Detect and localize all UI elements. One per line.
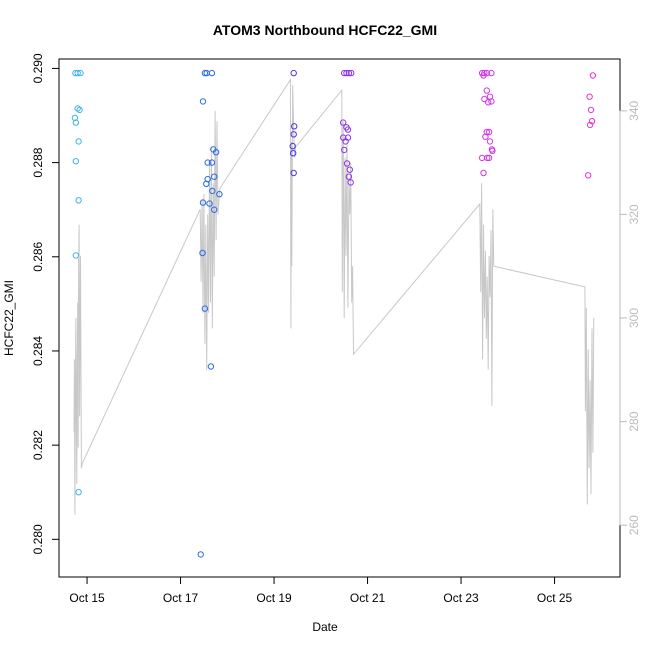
data-point xyxy=(343,69,350,77)
data-point xyxy=(290,69,297,77)
data-point xyxy=(199,249,206,257)
y-tick-label: 0.284 xyxy=(31,336,45,366)
x-tick-label: Oct 21 xyxy=(350,591,386,605)
data-point xyxy=(585,172,592,179)
data-point xyxy=(211,173,218,180)
data-point xyxy=(199,199,207,206)
data-point xyxy=(481,95,488,103)
y2-tick-label: 340 xyxy=(627,100,641,120)
data-point xyxy=(201,305,209,312)
axes: Oct 15 Oct 17 Oct 19 Oct 21 Oct 23 Oct 25 0.28… xyxy=(31,53,641,605)
y2-tick-label: 260 xyxy=(627,515,641,535)
y2-tick-label: 300 xyxy=(627,308,641,328)
data-point xyxy=(75,489,82,496)
data-point xyxy=(72,119,80,126)
y-tick-label: 0.282 xyxy=(31,430,45,460)
x-tick-label: Oct 17 xyxy=(163,591,199,605)
x-tick-label: Oct 15 xyxy=(69,591,105,605)
data-point xyxy=(77,69,84,77)
x-tick-label: Oct 19 xyxy=(256,591,292,605)
data-point xyxy=(483,87,490,94)
data-point xyxy=(290,150,297,157)
data-point xyxy=(208,69,216,77)
data-point xyxy=(343,160,351,167)
data-point xyxy=(488,69,495,77)
plot-frame xyxy=(58,58,621,578)
data-point xyxy=(290,131,297,138)
data-point xyxy=(209,187,216,195)
data-point xyxy=(480,72,487,79)
data-point xyxy=(72,158,80,165)
data-point xyxy=(211,206,218,213)
data-point xyxy=(485,128,493,136)
data-point xyxy=(586,121,594,129)
data-point xyxy=(488,98,495,105)
x-tick-label: Oct 23 xyxy=(443,591,479,605)
data-point xyxy=(588,118,596,125)
data-point xyxy=(348,69,355,77)
data-point xyxy=(197,551,204,558)
y-tick-label: 0.288 xyxy=(31,147,45,177)
data-point xyxy=(482,133,489,140)
data-point xyxy=(587,106,595,114)
y-tick-label: 0.280 xyxy=(31,524,45,554)
data-point xyxy=(206,200,213,207)
y-tick-label: 0.286 xyxy=(31,241,45,271)
data-point xyxy=(208,159,216,166)
data-point xyxy=(344,134,352,141)
data-point xyxy=(72,252,80,259)
data-point xyxy=(345,173,353,180)
data-point xyxy=(74,69,81,77)
data-point xyxy=(347,179,354,186)
data-point xyxy=(346,166,353,173)
data-point xyxy=(199,98,207,105)
data-point xyxy=(586,93,593,100)
data-point xyxy=(341,69,348,77)
chart-title: ATOM3 Northbound HCFC22_GMI xyxy=(212,22,438,38)
data-point xyxy=(290,169,297,177)
data-point xyxy=(207,363,215,370)
data-point xyxy=(216,191,223,198)
data-point xyxy=(71,114,79,122)
data-point xyxy=(76,106,83,114)
data-point xyxy=(478,154,486,162)
x-axis-label: Date xyxy=(312,620,338,634)
data-point xyxy=(75,197,82,204)
x-tick-label: Oct 25 xyxy=(537,591,573,605)
data-point xyxy=(291,123,298,130)
data-point xyxy=(480,169,487,177)
data-point xyxy=(204,159,211,166)
data-point xyxy=(344,126,352,133)
data-point xyxy=(589,72,597,79)
y-tick-label: 0.290 xyxy=(31,53,45,83)
data-point xyxy=(75,138,82,145)
data-point xyxy=(485,99,492,106)
data-point xyxy=(340,119,347,126)
data-point xyxy=(485,154,493,162)
data-point xyxy=(204,175,211,183)
y2-tick-label: 320 xyxy=(627,204,641,224)
data-point xyxy=(341,146,348,154)
secondary-trace-layer xyxy=(73,78,595,515)
y2-tick-label: 280 xyxy=(627,411,641,431)
data-point xyxy=(201,69,209,77)
data-point xyxy=(74,105,81,112)
data-point xyxy=(486,138,494,145)
data-point xyxy=(345,69,353,77)
secondary-trace-line xyxy=(73,78,595,515)
data-point xyxy=(212,149,220,156)
data-point xyxy=(489,147,496,155)
data-point xyxy=(289,142,296,150)
data-points-layer xyxy=(71,69,597,558)
